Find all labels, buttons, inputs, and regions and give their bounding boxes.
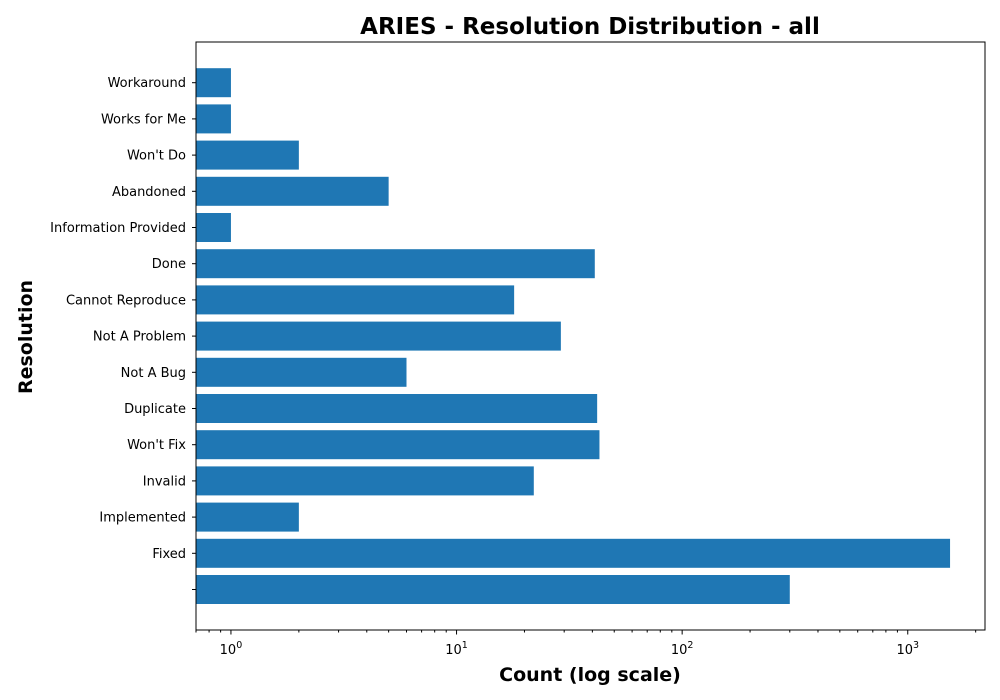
- y-tick-label: Workaround: [108, 76, 186, 91]
- x-tick-label: 101: [445, 640, 468, 658]
- bar-fixed: [196, 538, 951, 568]
- y-axis: Fixed Implemented Invalid Won't Fix Duplicat…: [50, 76, 196, 590]
- x-tick-label: 100: [220, 640, 243, 658]
- y-tick-label: Duplicate: [124, 402, 186, 417]
- y-tick-label: Not A Problem: [93, 330, 186, 345]
- y-tick-label: Works for Me: [101, 112, 186, 127]
- bar-information-provided: [196, 213, 231, 242]
- y-tick-label: Won't Do: [127, 149, 186, 164]
- bars: [196, 68, 951, 604]
- bar-cannot-reproduce: [196, 285, 515, 315]
- x-axis: 100 101 102 103: [195, 630, 977, 658]
- bar-abandoned: [196, 176, 389, 206]
- y-tick-label: Abandoned: [112, 185, 186, 200]
- bar-works-for-me: [196, 104, 231, 134]
- plot-frame: [195, 41, 986, 631]
- y-tick-label: Information Provided: [50, 221, 186, 236]
- bar-done: [196, 249, 595, 279]
- bar-not-a-bug: [196, 357, 407, 387]
- y-tick-label: Cannot Reproduce: [66, 293, 186, 308]
- bar-implemented: [196, 502, 299, 532]
- chart-title: ARIES - Resolution Distribution - all: [360, 14, 820, 40]
- y-tick-label: Fixed: [152, 547, 186, 562]
- bar-won-t-do: [196, 140, 299, 170]
- y-axis-label: Resolution: [15, 280, 37, 394]
- x-tick-label: 103: [896, 640, 919, 658]
- bar-won-t-fix: [196, 430, 600, 460]
- y-tick-label: Invalid: [143, 474, 186, 489]
- y-tick-label: Implemented: [99, 511, 186, 526]
- bar-duplicate: [196, 394, 598, 423]
- bar-not-a-problem: [196, 321, 561, 351]
- bar-workaround: [196, 68, 231, 98]
- bar-blank: [196, 575, 790, 604]
- y-tick-label: Done: [152, 257, 186, 272]
- y-tick-label: Won't Fix: [127, 438, 186, 453]
- y-tick-label: Not A Bug: [121, 366, 186, 381]
- bar-invalid: [196, 466, 534, 496]
- x-tick-label: 102: [671, 640, 694, 658]
- x-axis-label: Count (log scale): [499, 664, 681, 686]
